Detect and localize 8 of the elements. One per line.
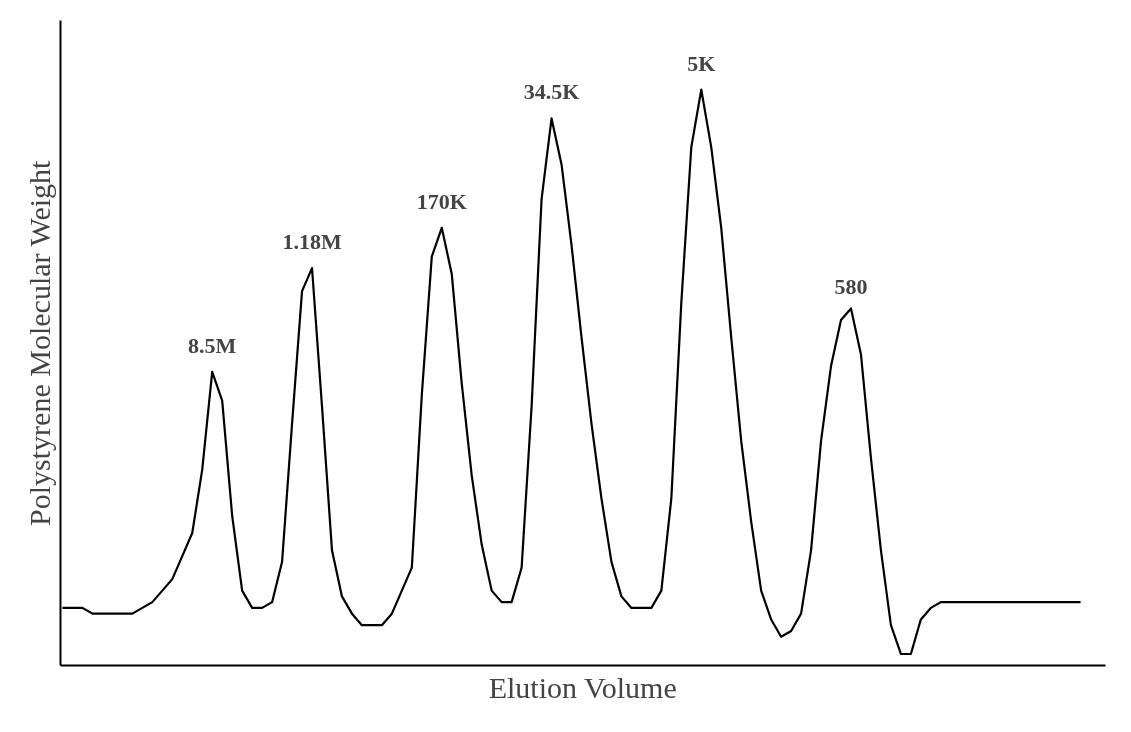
annotation: 170K bbox=[416, 188, 467, 214]
annotation: 8.5M bbox=[188, 332, 237, 358]
annotation: 34.5K bbox=[523, 79, 580, 105]
x-axis-title: Elution Volume bbox=[488, 670, 677, 704]
y-axis-title: Polystyrene Molecular Weight bbox=[22, 159, 56, 526]
text: 5K bbox=[687, 50, 716, 76]
annotation: 1.18M bbox=[282, 229, 342, 255]
annotation: 580 bbox=[834, 274, 868, 300]
